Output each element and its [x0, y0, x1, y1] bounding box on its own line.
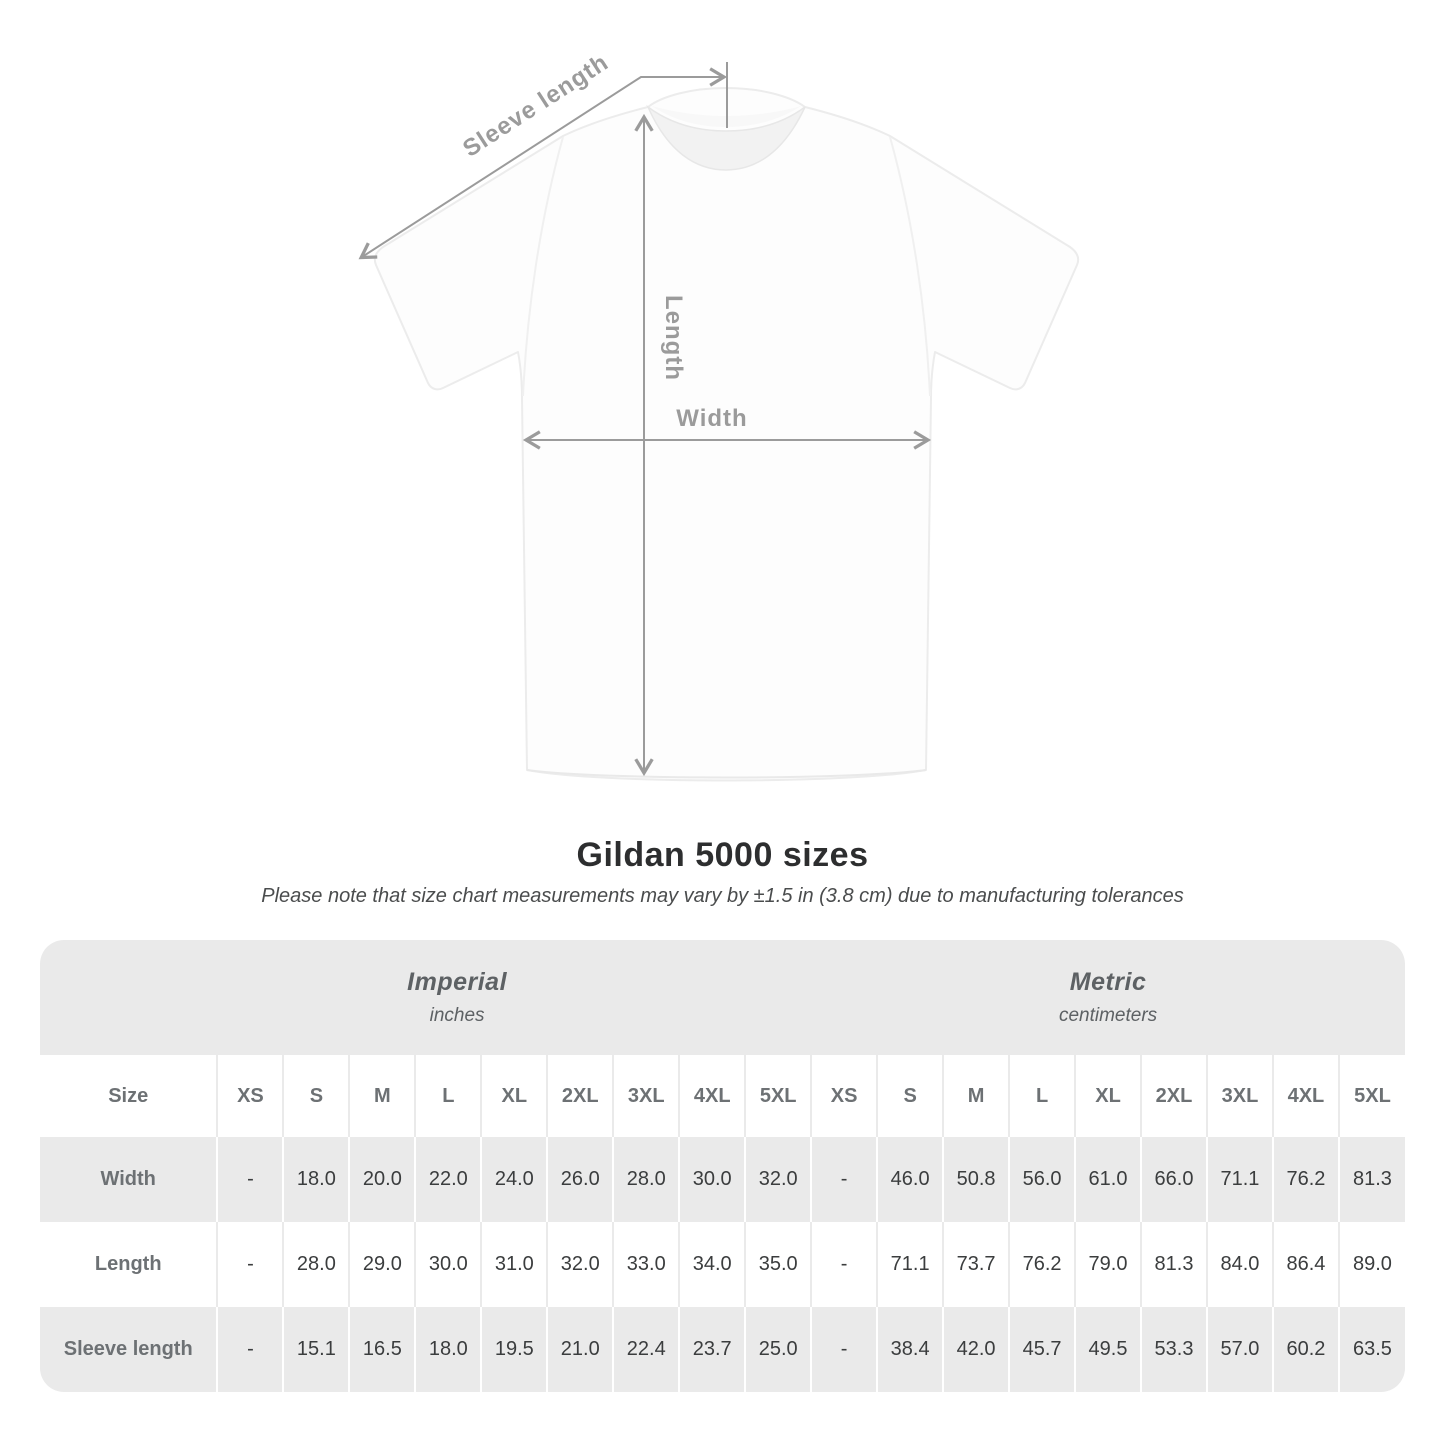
table-cell: - — [216, 1137, 284, 1222]
metric-group-label: Metric — [1069, 968, 1147, 996]
table-cell: 42.0 — [942, 1307, 1010, 1392]
col-header-imperial-4xl: 4XL — [678, 1055, 746, 1137]
table-cell: 28.0 — [612, 1137, 680, 1222]
col-header-metric-3xl: 3XL — [1205, 1055, 1273, 1137]
col-header-imperial-s: S — [282, 1055, 350, 1137]
width-label: Width — [676, 405, 747, 432]
table-cell: 89.0 — [1337, 1222, 1405, 1307]
table-cell: 29.0 — [348, 1222, 416, 1307]
col-header-metric-l: L — [1008, 1055, 1076, 1137]
table-cell: 86.4 — [1271, 1222, 1339, 1307]
table-cell: 32.0 — [546, 1222, 614, 1307]
table-cell: 18.0 — [414, 1307, 482, 1392]
table-cell: - — [810, 1307, 878, 1392]
table-cell: 61.0 — [1074, 1137, 1141, 1222]
table-cell: - — [810, 1137, 878, 1222]
col-header-metric-s: S — [876, 1055, 944, 1137]
table-cell: 26.0 — [546, 1137, 614, 1222]
table-cell: 32.0 — [744, 1137, 812, 1222]
col-header-imperial-2xl: 2XL — [546, 1055, 614, 1137]
table-cell: 22.4 — [612, 1307, 680, 1392]
table-cell: 49.5 — [1074, 1307, 1141, 1392]
metric-group-unit: centimeters — [1058, 1005, 1158, 1026]
table-row-sleeve-length: Sleeve length - 15.1 16.5 18.0 19.5 21.0… — [40, 1307, 1405, 1392]
size-table: Imperial inches Metric centimeters Size … — [40, 940, 1405, 1392]
tshirt-measurement-figure: Sleeve length Length Width — [358, 49, 1080, 782]
table-cell: 76.2 — [1008, 1222, 1076, 1307]
table-cell: 16.5 — [348, 1307, 416, 1392]
col-header-imperial-3xl: 3XL — [612, 1055, 680, 1137]
col-header-metric-m: M — [942, 1055, 1010, 1137]
table-cell: 76.2 — [1271, 1137, 1339, 1222]
col-header-metric-4xl: 4XL — [1271, 1055, 1339, 1137]
size-table-card: Imperial inches Metric centimeters Size … — [40, 940, 1405, 1392]
table-cell: 19.5 — [480, 1307, 548, 1392]
table-cell: 38.4 — [876, 1307, 944, 1392]
table-cell: 66.0 — [1140, 1137, 1207, 1222]
col-header-imperial-xl: XL — [480, 1055, 548, 1137]
imperial-group-label: Imperial — [407, 968, 508, 996]
table-cell: 21.0 — [546, 1307, 614, 1392]
table-cell: 28.0 — [282, 1222, 350, 1307]
table-cell: 35.0 — [744, 1222, 812, 1307]
table-row-width: Width - 18.0 20.0 22.0 24.0 26.0 28.0 30… — [40, 1137, 1405, 1222]
size-corner-header: Size — [40, 1055, 218, 1137]
size-header-row: Size XS S M L XL 2XL 3XL 4XL 5XL XS S M … — [40, 1055, 1405, 1137]
table-cell: 60.2 — [1271, 1307, 1339, 1392]
col-header-metric-5xl: 5XL — [1337, 1055, 1405, 1137]
table-cell: 71.1 — [1205, 1137, 1273, 1222]
col-header-metric-xl: XL — [1074, 1055, 1141, 1137]
col-header-imperial-xs: XS — [216, 1055, 284, 1137]
table-cell: 20.0 — [348, 1137, 416, 1222]
table-cell: 23.7 — [678, 1307, 746, 1392]
table-cell: 45.7 — [1008, 1307, 1076, 1392]
tshirt-silhouette — [373, 87, 1080, 782]
table-cell: 56.0 — [1008, 1137, 1076, 1222]
col-header-imperial-5xl: 5XL — [744, 1055, 812, 1137]
table-cell: - — [810, 1222, 878, 1307]
table-cell: 31.0 — [480, 1222, 548, 1307]
row-label-width: Width — [100, 1168, 156, 1190]
row-label-sleeve-length: Sleeve length — [63, 1338, 193, 1360]
page-title: Gildan 5000 sizes — [576, 836, 869, 874]
table-cell: 30.0 — [678, 1137, 746, 1222]
imperial-group-header: Imperial inches — [40, 940, 811, 1055]
table-cell: 79.0 — [1074, 1222, 1141, 1307]
col-header-imperial-l: L — [414, 1055, 482, 1137]
metric-group-header: Metric centimeters — [811, 940, 1405, 1055]
table-cell: 33.0 — [612, 1222, 680, 1307]
table-cell: 50.8 — [942, 1137, 1010, 1222]
length-label: Length — [660, 295, 687, 381]
table-cell: 71.1 — [876, 1222, 944, 1307]
table-cell: 73.7 — [942, 1222, 1010, 1307]
unit-group-row: Imperial inches Metric centimeters — [40, 940, 1405, 1055]
page-subtitle: Please note that size chart measurements… — [261, 885, 1184, 907]
table-cell: 46.0 — [876, 1137, 944, 1222]
col-header-metric-xs: XS — [810, 1055, 878, 1137]
table-cell: 24.0 — [480, 1137, 548, 1222]
table-cell: 15.1 — [282, 1307, 350, 1392]
table-cell: 53.3 — [1140, 1307, 1207, 1392]
table-cell: 57.0 — [1205, 1307, 1273, 1392]
table-cell: 34.0 — [678, 1222, 746, 1307]
col-header-imperial-m: M — [348, 1055, 416, 1137]
imperial-group-unit: inches — [429, 1005, 485, 1026]
table-cell: 63.5 — [1337, 1307, 1405, 1392]
table-cell: - — [216, 1222, 284, 1307]
table-cell: 22.0 — [414, 1137, 482, 1222]
table-cell: 81.3 — [1140, 1222, 1207, 1307]
table-row-length: Length - 28.0 29.0 30.0 31.0 32.0 33.0 3… — [40, 1222, 1405, 1307]
col-header-metric-2xl: 2XL — [1140, 1055, 1207, 1137]
tshirt-graphic: Sleeve length Length Width — [358, 49, 1080, 782]
table-cell: 18.0 — [282, 1137, 350, 1222]
table-cell: 25.0 — [744, 1307, 812, 1392]
width-arrow: Width — [522, 405, 932, 450]
table-cell: 84.0 — [1205, 1222, 1273, 1307]
row-label-length: Length — [94, 1253, 162, 1275]
table-cell: 81.3 — [1337, 1137, 1405, 1222]
table-cell: 30.0 — [414, 1222, 482, 1307]
table-cell: - — [216, 1307, 284, 1392]
